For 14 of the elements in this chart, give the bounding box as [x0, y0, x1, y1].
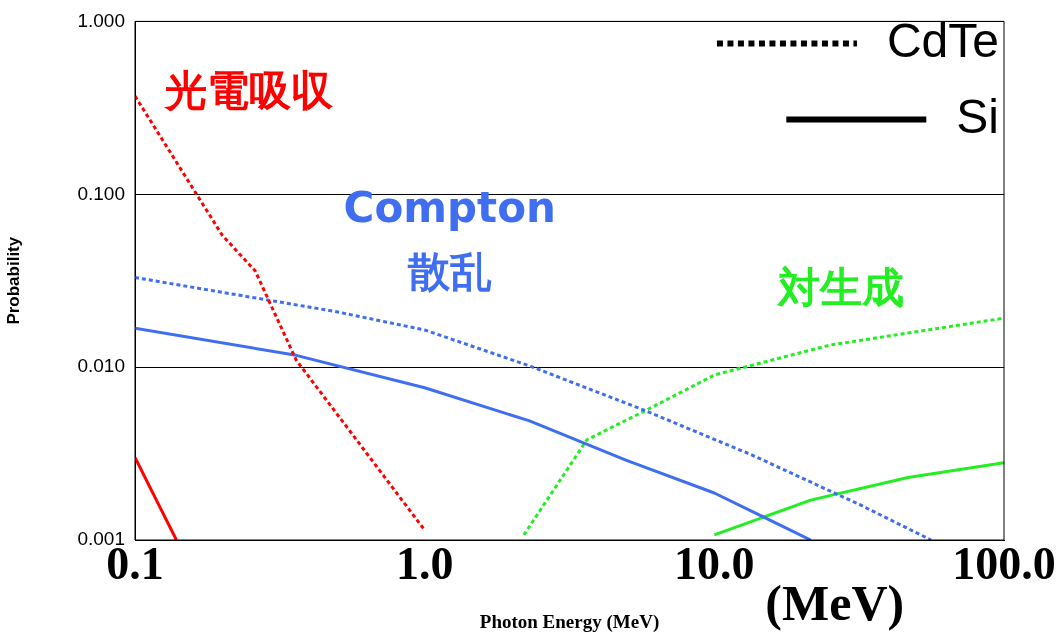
x-tick-label: 1.0: [395, 538, 454, 590]
legend-label: Si: [956, 89, 999, 143]
text: (MeV): [765, 574, 905, 631]
y-tick-label: 1.000: [77, 9, 125, 31]
y-tick-label: 0.010: [77, 355, 125, 377]
series-label: Compton 散乱: [343, 182, 556, 296]
legend-label: CdTe: [886, 13, 999, 67]
x-axis-title: Photon Energy (MeV): [479, 610, 660, 633]
x-tick-label: 100.0: [952, 538, 1056, 590]
y-tick-label: 0.100: [77, 182, 125, 204]
x-tick-label: 10.0: [674, 538, 755, 590]
y-axis-title: Probability: [3, 236, 23, 325]
series-label: 対生成: [776, 262, 905, 312]
series-label: 光電吸収: [163, 65, 335, 115]
